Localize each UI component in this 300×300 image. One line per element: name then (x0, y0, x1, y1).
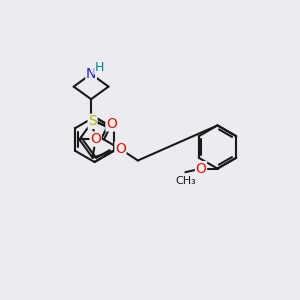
Text: H: H (95, 61, 104, 74)
Text: CH₃: CH₃ (175, 176, 196, 186)
Text: O: O (90, 132, 101, 146)
Text: O: O (106, 117, 117, 131)
Text: S: S (88, 114, 97, 128)
Text: O: O (115, 142, 126, 156)
Text: O: O (196, 162, 206, 176)
Text: N: N (86, 67, 96, 81)
